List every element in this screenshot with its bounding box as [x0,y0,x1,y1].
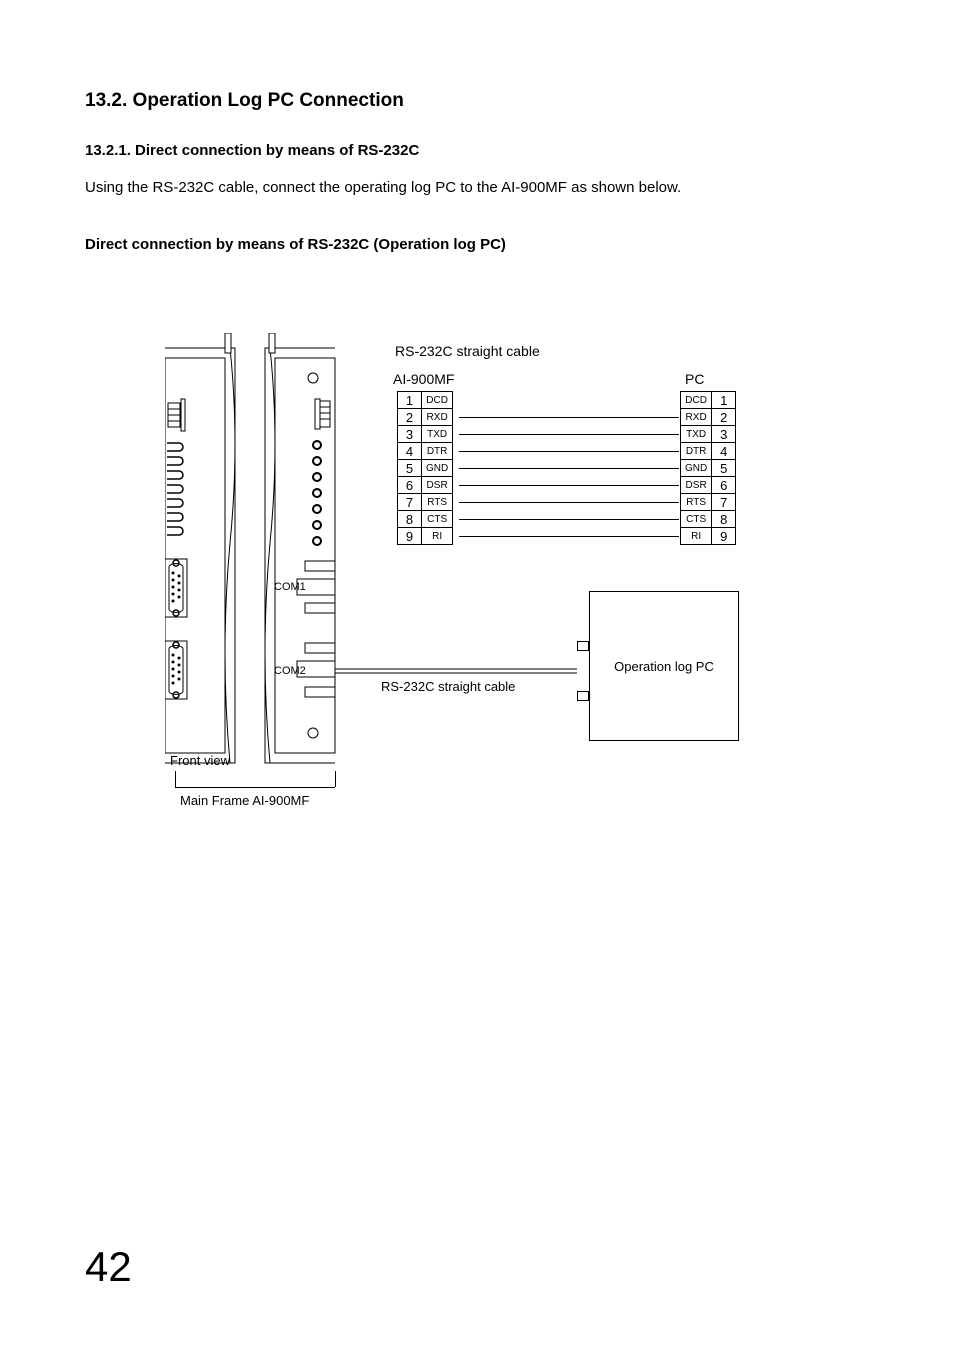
pinout-right-device-label: PC [685,371,704,387]
bracket-line [175,771,176,787]
bracket-line [175,787,335,788]
pc-port-icon [577,641,589,651]
operation-log-pc-box: Operation log PC [589,591,739,741]
com1-label: COM1 [274,581,306,593]
subsection-heading: 13.2.1. Direct connection by means of RS… [85,142,869,159]
com2-label: COM2 [274,665,306,677]
front-view-label: Front view [170,753,230,768]
bottom-cable-label: RS-232C straight cable [381,679,515,694]
pinout-table-right: DCD1 RXD2 TXD3 DTR4 GND5 DSR6 RTS7 CTS8 … [680,391,736,545]
page-number: 42 [85,1243,132,1291]
pc-port-icon [577,691,589,701]
section-heading: 13.2. Operation Log PC Connection [85,90,869,112]
bracket-line [335,771,336,787]
intro-paragraph: Using the RS-232C cable, connect the ope… [85,179,869,196]
diagram-caption: Direct connection by means of RS-232C (O… [85,236,869,253]
mainframe-label: Main Frame AI-900MF [180,793,309,808]
connection-diagram: RS-232C straight cable AI-900MF PC 1DCD … [85,343,869,843]
pc-box-label: Operation log PC [614,659,714,674]
mainframe-device-icon [165,333,585,773]
